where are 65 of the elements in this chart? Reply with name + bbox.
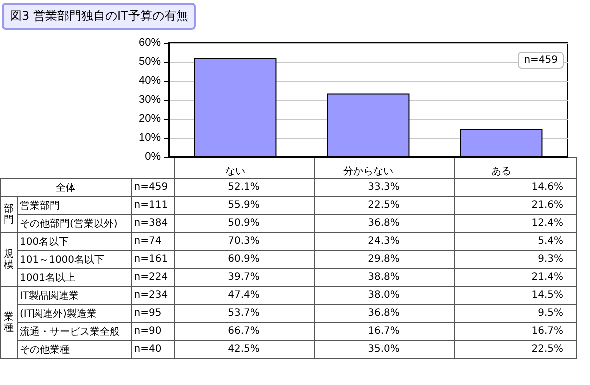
- text: 部門: [0, 196, 18, 232]
- text: 35.0%: [368, 344, 400, 355]
- text: 36.8%: [368, 218, 400, 229]
- category-label: 流通・サービス業全般: [20, 326, 120, 338]
- category-label: 1001名以上: [20, 272, 76, 284]
- text: 42.5%: [228, 344, 260, 355]
- text: 22.5%: [368, 200, 400, 211]
- category-label: IT製品関連業: [20, 290, 80, 302]
- x-tick-label: 分からない: [344, 166, 394, 178]
- category-label: その他業種: [20, 344, 70, 356]
- text: 5.4%: [538, 236, 564, 247]
- category-label: n=234: [134, 290, 168, 301]
- category-label: (IT関連外)製造業: [20, 308, 97, 320]
- text: 55.9%: [228, 200, 260, 211]
- x-tick-label: ない: [226, 166, 246, 178]
- y-tick-label: 10%: [138, 132, 162, 144]
- y-tick-label: 20%: [138, 113, 162, 125]
- text: 21.4%: [532, 272, 564, 283]
- text: n=459: [134, 182, 168, 193]
- text: 24.3%: [368, 236, 400, 247]
- text: 12.4%: [532, 218, 564, 229]
- y-tick-label: 30%: [138, 94, 162, 106]
- text: 36.8%: [368, 308, 400, 319]
- text: 53.7%: [228, 308, 260, 319]
- category-label: 100名以下: [20, 236, 70, 248]
- text: 47.4%: [228, 290, 260, 301]
- category-label: n=40: [134, 344, 162, 355]
- y-tick-label: 50%: [138, 56, 162, 68]
- x-tick-label: ある: [492, 166, 512, 178]
- text: 52.1%: [228, 182, 260, 193]
- text: 業種: [0, 286, 18, 358]
- category-label: n=111: [134, 200, 168, 211]
- text: 14.6%: [532, 182, 564, 193]
- text: 38.0%: [368, 290, 400, 301]
- text: 14.5%: [532, 290, 564, 301]
- text: 全体: [56, 182, 76, 194]
- text: 21.6%: [532, 200, 564, 211]
- text: 29.8%: [368, 254, 400, 265]
- text: 規模: [0, 232, 18, 286]
- category-label: n=161: [134, 254, 168, 265]
- text: 38.8%: [368, 272, 400, 283]
- text: 22.5%: [532, 344, 564, 355]
- category-label: n=90: [134, 326, 162, 337]
- text: 16.7%: [532, 326, 564, 337]
- text: 9.3%: [538, 254, 564, 265]
- category-label: 営業部門: [20, 200, 60, 212]
- text: 39.7%: [228, 272, 260, 283]
- text: 60.9%: [228, 254, 260, 265]
- y-tick-label: 60%: [138, 37, 162, 49]
- text: 70.3%: [228, 236, 260, 247]
- text: 16.7%: [368, 326, 400, 337]
- category-label: n=95: [134, 308, 162, 319]
- annotation: n=459: [518, 52, 564, 69]
- y-tick-label: 0%: [145, 151, 162, 163]
- category-label: 101～1000名以下: [20, 254, 105, 266]
- text: 50.9%: [228, 218, 260, 229]
- category-label: n=74: [134, 236, 162, 247]
- text: 33.3%: [368, 182, 400, 193]
- chart-title: 図3 営業部門独自のIT予算の有無: [2, 3, 196, 30]
- category-label: その他部門(営業以外): [20, 218, 118, 230]
- text: 9.5%: [538, 308, 564, 319]
- category-label: n=384: [134, 218, 168, 229]
- text: 66.7%: [228, 326, 260, 337]
- y-tick-label: 40%: [138, 75, 162, 87]
- category-label: n=224: [134, 272, 168, 283]
